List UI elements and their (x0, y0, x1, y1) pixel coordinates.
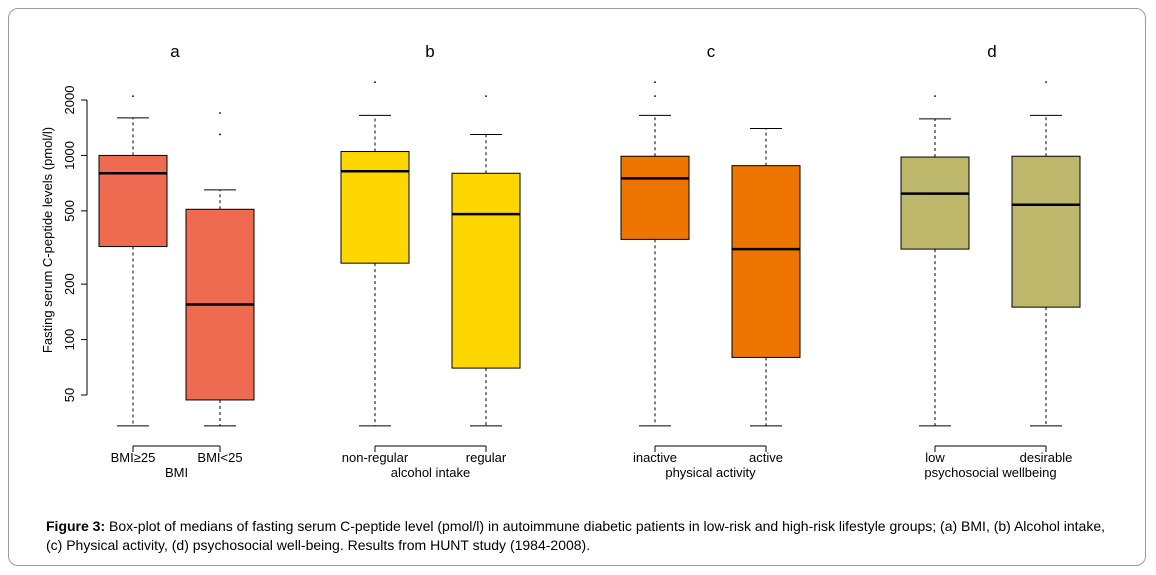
caption-text: Box-plot of medians of fasting serum C-p… (46, 518, 1106, 553)
y-tick-label: 2000 (62, 86, 77, 115)
box (451, 172, 521, 369)
y-tick-label: 100 (62, 329, 77, 351)
x-axis-label: psychosocial wellbeing (924, 465, 1056, 480)
outlier-point (1045, 81, 1047, 84)
box (731, 165, 801, 358)
caption-figure-label: Figure 3: (46, 518, 106, 534)
box (1011, 155, 1081, 308)
box (98, 154, 168, 248)
x-tick-label: non-regular (342, 450, 409, 465)
x-axis-label: physical activity (665, 465, 756, 480)
outlier-point (654, 81, 656, 84)
x-tick-label: BMI≥25 (111, 450, 156, 465)
box (340, 151, 410, 264)
box (620, 155, 690, 240)
outlier-point (654, 95, 656, 97)
outlier-point (374, 81, 376, 84)
outlier-point (219, 133, 221, 136)
x-axis-label: BMI (165, 465, 188, 480)
y-tick-label: 50 (62, 388, 77, 402)
x-tick-label: regular (466, 450, 507, 465)
panel-title-d: d (987, 42, 996, 61)
y-tick-label: 200 (62, 273, 77, 295)
panel-title-a: a (170, 42, 180, 61)
box (900, 156, 970, 250)
outlier-point (219, 112, 221, 114)
y-axis-label: Fasting serum C-peptide levels (pmol/l) (40, 127, 55, 353)
outlier-point (485, 95, 487, 97)
panel-title-c: c (707, 42, 716, 61)
x-tick-label: inactive (633, 450, 677, 465)
x-axis-label: alcohol intake (391, 465, 471, 480)
outlier-point (934, 95, 936, 97)
x-tick-label: BMI<25 (197, 450, 242, 465)
figure-caption: Figure 3: Box-plot of medians of fasting… (46, 517, 1116, 555)
x-tick-label: desirable (1020, 450, 1073, 465)
x-tick-label: active (749, 450, 783, 465)
x-tick-label: low (925, 450, 945, 465)
outlier-point (132, 95, 134, 97)
panel-title-b: b (425, 42, 434, 61)
y-tick-label: 500 (62, 200, 77, 222)
y-tick-label: 1000 (62, 141, 77, 170)
